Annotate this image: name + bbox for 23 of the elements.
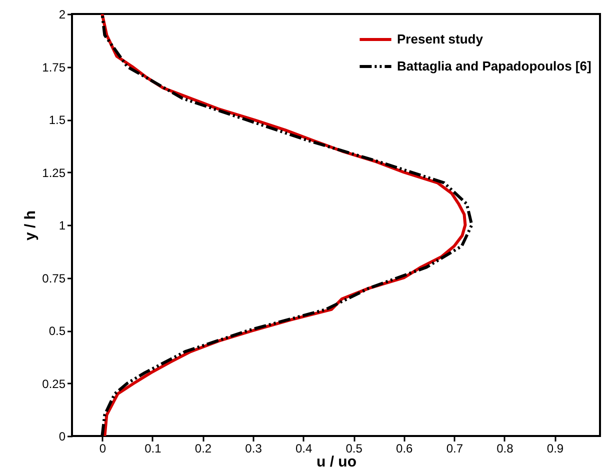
x-tick-label: 0.6 <box>396 442 414 456</box>
x-tick-label: 0.2 <box>194 442 212 456</box>
y-tick-label: 1.5 <box>48 113 66 127</box>
x-axis-title: u / uo <box>316 454 356 470</box>
legend-label: Present study <box>397 32 484 46</box>
y-tick-label: 0.75 <box>42 271 66 286</box>
x-tick-label: 0.9 <box>546 442 564 456</box>
y-tick-label: 1.75 <box>42 60 66 74</box>
x-tick-label: 0 <box>99 442 106 456</box>
y-tick-label: 0.5 <box>48 324 66 338</box>
x-tick-label: 0.4 <box>295 442 312 456</box>
y-tick-label: 1.25 <box>42 166 66 180</box>
y-tick-label: 0.25 <box>42 376 66 391</box>
y-axis-title: y / h <box>22 210 40 241</box>
y-tick-label: 0 <box>58 430 66 444</box>
y-tick-label: 2 <box>58 8 66 22</box>
x-tick-label: 0.1 <box>144 442 162 456</box>
x-tick-label: 0.5 <box>346 442 363 456</box>
x-tick-label: 0.8 <box>496 442 514 456</box>
y-tick-label: 1 <box>58 218 66 232</box>
x-tick-label: 0.7 <box>446 442 464 456</box>
x-tick-label: 0.3 <box>245 442 262 456</box>
legend-label: Battaglia and Papadopoulos [6] <box>397 58 592 74</box>
